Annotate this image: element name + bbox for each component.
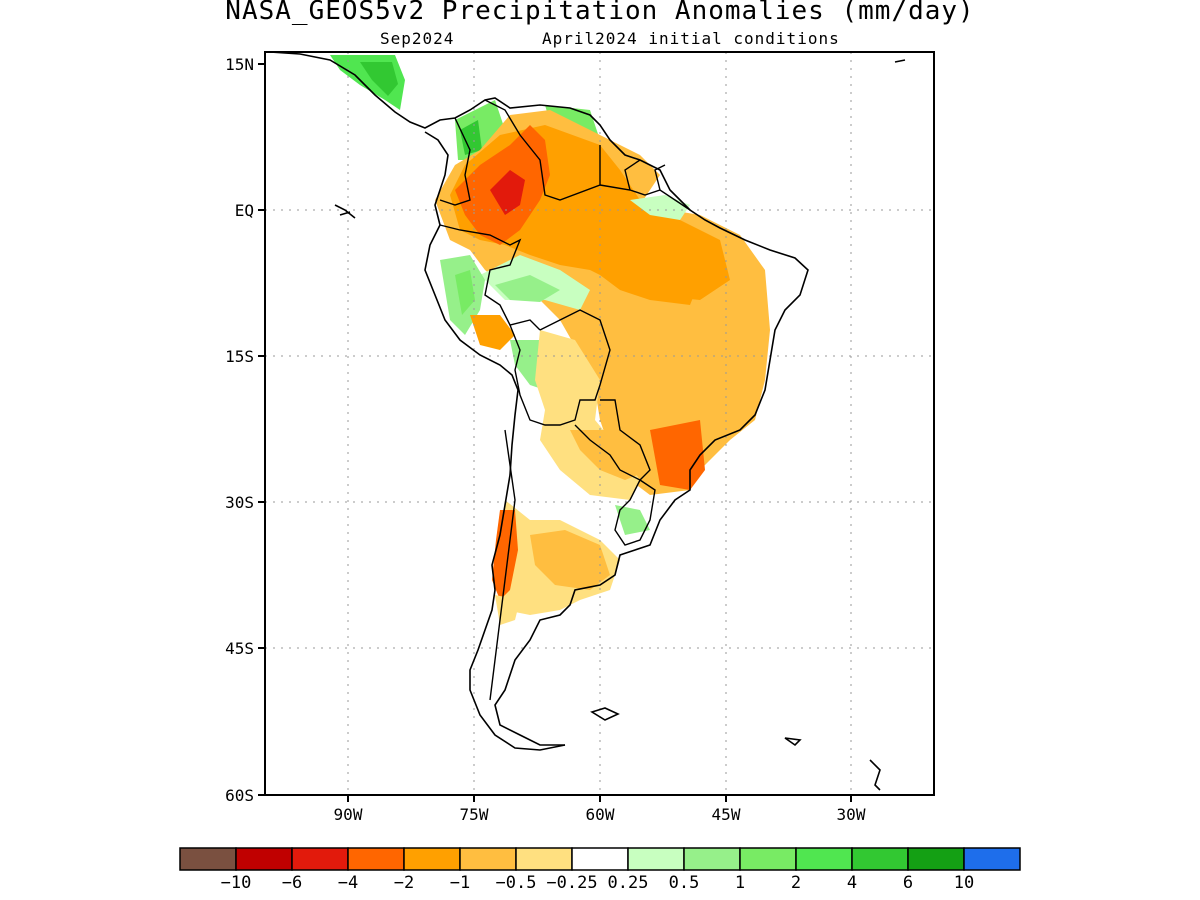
colorbar-label: −10 [221,873,252,893]
colorbar-swatch [403,847,461,871]
country-borders [439,99,691,701]
colorbar-swatch [347,847,405,871]
anomaly-region [495,595,520,625]
lon-label-90w: 90W [334,805,363,824]
border [484,99,601,201]
anomaly-region [495,275,560,302]
border [489,429,516,701]
colorbar-label: −6 [282,873,302,893]
colorbar [179,847,1021,871]
lat-label-15s: 15S [225,347,254,366]
lon-ticks [347,795,852,802]
anomaly-field [330,55,770,625]
colorbar-swatch [851,847,909,871]
colorbar-swatch [291,847,349,871]
border [614,478,656,546]
colorbar-labels: −10 −6 −4 −2 −1 −0.5 −0.25 0.25 0.5 1 2 4 6 10 [221,873,975,893]
border [599,184,691,211]
anomaly-region [600,260,700,305]
map-subtitle-month: Sep2024 [380,29,455,48]
colorbar-swatch [795,847,853,871]
anomaly-region [530,530,610,590]
colorbar-label: −0.25 [546,873,597,893]
lat-ticks [258,63,265,796]
colorbar-label: 1 [735,873,745,893]
falklands [590,707,620,721]
colorbar-label: −0.5 [496,873,537,893]
border [624,159,666,191]
colorbar-swatch [235,847,293,871]
colorbar-label: −1 [450,873,470,893]
anomaly-region [455,270,475,315]
anomaly-region [615,505,650,535]
coast-east [269,52,809,746]
coast-west [424,131,566,751]
colorbar-swatch [571,847,629,871]
colorbar-swatch [515,847,573,871]
lat-label-eq: EQ [235,201,254,220]
border [439,117,471,206]
anomaly-region [360,62,398,96]
sandwich-islands [869,759,881,791]
lon-label-45w: 45W [712,805,741,824]
anomaly-region [460,120,482,155]
colorbar-label: −4 [338,873,358,893]
colorbar-label: 0.25 [608,873,649,893]
anomaly-region [630,195,690,220]
south-georgia [784,737,802,747]
map-subtitle-init: April2024 initial conditions [542,29,840,48]
colorbar-swatch [179,847,237,871]
lat-label-30s: 30S [225,493,254,512]
colorbar-swatch [683,847,741,871]
coastline [269,52,906,791]
colorbar-swatch [459,847,517,871]
anomaly-region [490,170,525,215]
colorbar-label: 6 [903,873,913,893]
colorbar-label: 4 [847,873,857,893]
colorbar-swatch [907,847,965,871]
border [574,399,651,481]
colorbar-label: 0.5 [669,873,700,893]
colorbar-swatch [963,847,1021,871]
lon-label-75w: 75W [460,805,489,824]
anomaly-region [470,315,515,350]
lat-label-45s: 45S [225,639,254,658]
map-title: NASA_GEOS5v2 Precipitation Anomalies (mm… [225,0,975,26]
lon-label-30w: 30W [837,805,866,824]
colorbar-swatch [627,847,685,871]
border [509,309,611,426]
lat-label-15n: 15N [225,55,254,74]
galapagos [334,204,356,219]
lat-label-60s: 60S [225,786,254,805]
colorbar-label: 2 [791,873,801,893]
anomaly-region [650,420,705,490]
colorbar-label: −2 [394,873,414,893]
colorbar-label: 10 [954,873,974,893]
border [439,224,541,331]
lon-label-60w: 60W [586,805,615,824]
atlantic-island [894,59,906,63]
colorbar-swatch [739,847,797,871]
